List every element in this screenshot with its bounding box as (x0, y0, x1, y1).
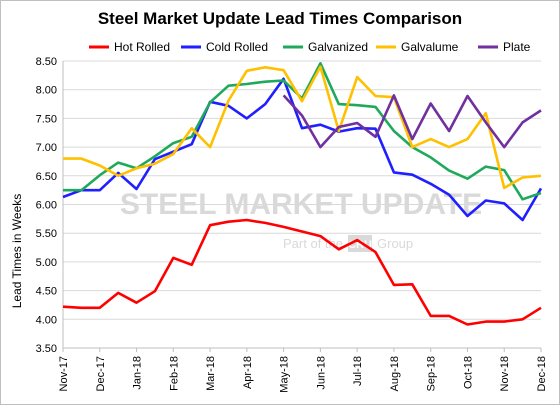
x-tick-label: Mar-18 (205, 356, 217, 391)
y-tick-label: 4.00 (36, 314, 57, 326)
x-tick-label: Nov-18 (499, 356, 511, 391)
x-tick-label: Oct-18 (462, 356, 474, 389)
y-tick-label: 7.50 (36, 113, 57, 125)
legend-hot-rolled-label: Hot Rolled (114, 40, 170, 54)
series-galvalume (63, 65, 542, 190)
legend-galvanized-label: Galvanized (308, 40, 368, 54)
series-lines (62, 61, 543, 326)
x-tick-label: Apr-18 (242, 356, 254, 389)
series-cold-rolled (62, 77, 543, 222)
y-axis-label: Lead Times in Weeks (10, 194, 24, 309)
legend-cold-rolled-label: Cold Rolled (206, 40, 268, 54)
chart-title: Steel Market Update Lead Times Compariso… (97, 9, 463, 28)
x-tick-label: Aug-18 (389, 356, 401, 391)
x-axis-ticks: Nov-17 Dec-17 Jan-18 Feb-18 Mar-18 Apr-18 May-… (58, 348, 548, 393)
x-tick-label: Jul-18 (352, 356, 364, 386)
y-axis-ticks: 3.50 4.00 4.50 5.00 5.50 6.00 6.50 7.00 7.50 8.00… (36, 56, 57, 355)
x-tick-label: Jan-18 (132, 356, 144, 390)
y-tick-label: 6.50 (36, 171, 57, 183)
legend-galvalume-label: Galvalume (401, 40, 459, 54)
watermark-tail: Group (377, 236, 413, 251)
x-tick-label: Dec-18 (536, 356, 548, 391)
series-hot-rolled (62, 218, 542, 326)
legend-plate-label: Plate (503, 40, 531, 54)
y-tick-label: 7.00 (36, 142, 57, 154)
x-tick-label: Feb-18 (168, 356, 180, 391)
y-tick-label: 5.00 (36, 257, 57, 269)
series-galvanized (63, 61, 542, 201)
y-tick-label: 8.50 (36, 56, 57, 68)
watermark-box (348, 235, 372, 252)
x-tick-label: Nov-17 (58, 356, 70, 391)
gridlines (62, 60, 541, 349)
x-tick-label: May-18 (279, 356, 291, 393)
y-tick-label: 6.00 (36, 200, 57, 212)
y-tick-label: 5.50 (36, 228, 57, 240)
series-plate (282, 94, 542, 149)
y-tick-label: 4.50 (36, 286, 57, 298)
watermark-sub: Part of the (283, 236, 343, 251)
x-tick-label: Sep-18 (426, 356, 438, 391)
x-tick-label: Jun-18 (315, 356, 327, 390)
y-tick-label: 8.00 (36, 85, 57, 97)
legend: Hot Rolled Cold Rolled Galvanized Galvalume… (89, 40, 531, 54)
y-tick-label: 3.50 (36, 343, 57, 355)
x-tick-label: Dec-17 (95, 356, 107, 391)
